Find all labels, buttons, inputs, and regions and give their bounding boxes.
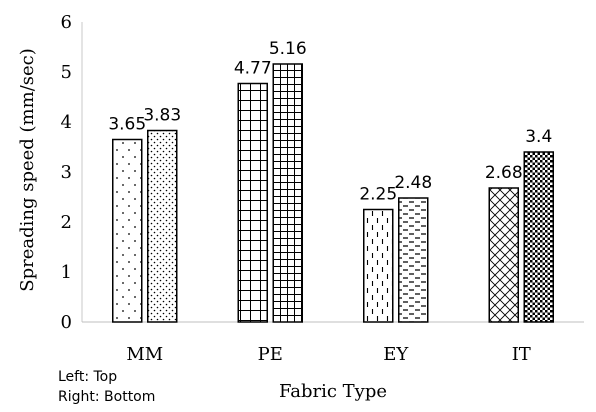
bar-mm-right — [147, 129, 178, 323]
y-tick-label: 1 — [61, 262, 72, 283]
category-label: MM — [126, 344, 163, 365]
y-tick-label: 3 — [61, 162, 72, 183]
y-tick-label: 4 — [61, 112, 72, 133]
y-tick-label: 2 — [61, 212, 72, 233]
y-tick-label: 0 — [61, 312, 72, 333]
data-labels: 3.653.83 4.775.16 2.252.48 2.683.4 — [108, 39, 552, 205]
bar-mm-left — [112, 138, 143, 323]
y-axis-label: Spreading speed (mm/sec) — [17, 48, 38, 291]
y-tick-label: 6 — [61, 12, 72, 33]
right-bar-legend-note: Right: Bottom — [58, 389, 156, 405]
category-label: PE — [258, 344, 283, 365]
bar-it-left — [488, 187, 519, 323]
left-bar-legend-note: Left: Top — [58, 369, 118, 385]
data-label: 3.4 — [525, 127, 552, 147]
data-label: 2.68 — [485, 163, 523, 183]
category-label: IT — [512, 344, 531, 365]
data-label: 5.16 — [269, 39, 307, 59]
bar-pe-left — [237, 82, 268, 323]
data-label: 2.48 — [394, 173, 432, 193]
data-label: 2.25 — [359, 185, 397, 205]
category-label: EY — [383, 344, 409, 365]
bar-series — [112, 63, 554, 323]
bar-ey-right — [398, 197, 429, 323]
y-tick-labels: 0 1 2 3 4 5 6 — [61, 12, 72, 333]
data-label: 3.65 — [108, 115, 146, 135]
category-labels: MM PE EY IT — [126, 344, 531, 365]
data-label: 3.83 — [143, 106, 181, 126]
x-axis-label: Fabric Type — [279, 381, 387, 402]
data-label: 4.77 — [234, 59, 272, 79]
bar-pe-right — [272, 63, 303, 323]
y-tick-label: 5 — [61, 62, 72, 83]
bar-it-right — [523, 151, 554, 323]
bar-ey-left — [363, 208, 394, 323]
